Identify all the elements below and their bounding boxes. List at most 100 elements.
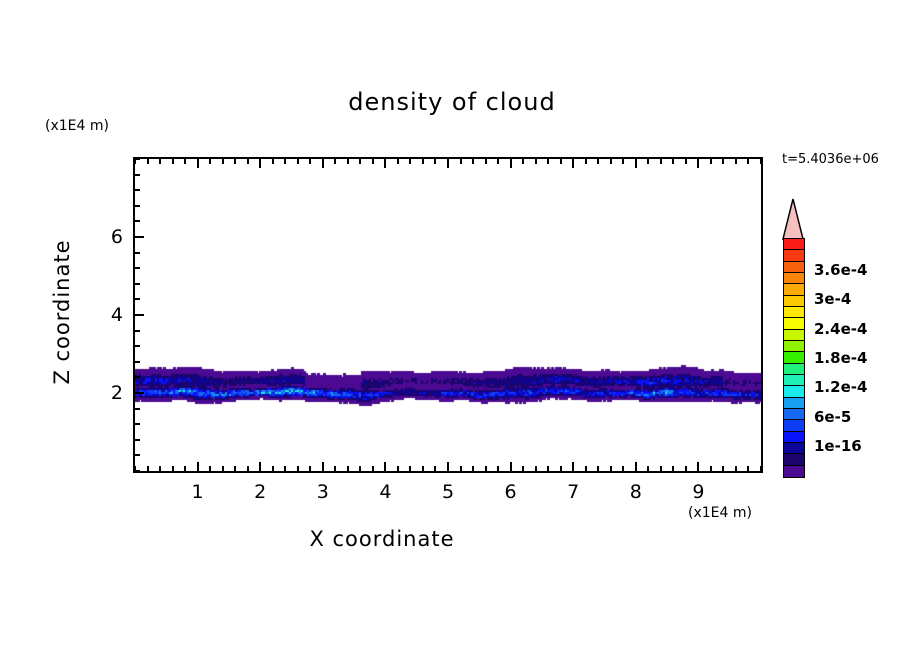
colorbar-band [784, 318, 804, 330]
colorbar-band [784, 272, 804, 285]
x-tick-top [172, 159, 174, 164]
x-tick [635, 462, 637, 471]
x-tick [747, 466, 749, 471]
x-tick-top [622, 159, 624, 164]
y-tick [135, 423, 140, 425]
x-tick [572, 462, 574, 471]
x-tick [522, 466, 524, 471]
y-tick [135, 298, 140, 300]
x-tick [134, 466, 136, 471]
x-tick-top [685, 159, 687, 164]
x-tick [159, 466, 161, 471]
colorbar-tick-label: 1.2e-4 [814, 378, 868, 397]
colorbar-band [784, 442, 804, 455]
time-annotation: t=5.4036e+06 [782, 152, 879, 167]
x-axis-unit-label: (x1E4 m) [688, 505, 752, 521]
x-tick-top [597, 159, 599, 164]
x-tick-top [147, 159, 149, 164]
x-tick-top [460, 159, 462, 164]
colorbar-band [784, 352, 804, 364]
x-tick [510, 462, 512, 471]
x-tick-top [134, 159, 136, 164]
colorbar-band [784, 397, 804, 409]
x-tick-top [322, 159, 324, 168]
x-tick [259, 462, 261, 471]
x-tick-top [222, 159, 224, 164]
x-tick-top [384, 159, 386, 168]
x-tick-top [447, 159, 449, 168]
x-tick-label: 6 [504, 481, 517, 503]
y-axis-title: Z coordinate [50, 239, 74, 385]
x-tick-top [547, 159, 549, 164]
x-tick [760, 466, 762, 471]
y-tick [135, 376, 140, 378]
colorbar-band [784, 250, 804, 262]
x-tick [297, 466, 299, 471]
x-tick [422, 466, 424, 471]
y-tick [135, 439, 140, 441]
x-tick [334, 466, 336, 471]
x-tick-top [372, 159, 374, 164]
y-tick [135, 361, 140, 363]
x-tick-top [610, 159, 612, 164]
x-tick [247, 466, 249, 471]
colorbar-over-arrow [782, 198, 804, 240]
colorbar-tick-label: 6e-5 [814, 407, 852, 426]
y-tick [135, 174, 140, 176]
x-tick-top [485, 159, 487, 164]
x-tick [322, 462, 324, 471]
colorbar-band [784, 340, 804, 353]
x-tick [547, 466, 549, 471]
x-tick [697, 462, 699, 471]
x-tick-top [522, 159, 524, 164]
x-tick [409, 466, 411, 471]
x-tick-label: 8 [629, 481, 642, 503]
x-tick [735, 466, 737, 471]
x-tick-top [359, 159, 361, 164]
x-tick-top [159, 159, 161, 164]
y-tick [135, 408, 140, 410]
x-tick-top [572, 159, 574, 168]
x-tick [685, 466, 687, 471]
y-tick [135, 236, 144, 238]
x-tick-top [647, 159, 649, 164]
x-tick [472, 466, 474, 471]
x-tick-top [510, 159, 512, 168]
x-axis-title: X coordinate [309, 527, 455, 551]
x-tick-label: 1 [191, 481, 204, 503]
x-tick [622, 466, 624, 471]
x-tick [347, 466, 349, 471]
x-tick-top [397, 159, 399, 164]
x-tick [447, 462, 449, 471]
x-tick-top [409, 159, 411, 164]
x-tick-top [735, 159, 737, 164]
y-tick [135, 454, 140, 456]
x-tick [535, 466, 537, 471]
y-tick-label: 2 [110, 382, 123, 404]
x-tick [272, 466, 274, 471]
x-tick-top [660, 159, 662, 164]
x-tick [597, 466, 599, 471]
x-tick-label: 4 [379, 481, 392, 503]
x-tick [372, 466, 374, 471]
y-tick [135, 314, 144, 316]
colorbar-band [784, 239, 804, 251]
colorbar-tick-label: 2.4e-4 [814, 319, 868, 338]
x-tick-top [184, 159, 186, 164]
x-tick-top [710, 159, 712, 164]
x-tick-top [497, 159, 499, 164]
x-tick-label: 9 [692, 481, 705, 503]
x-tick-top [760, 159, 762, 164]
y-tick [135, 189, 140, 191]
x-tick-top [585, 159, 587, 164]
colorbar-band [784, 420, 804, 432]
x-tick-top [472, 159, 474, 164]
colorbar-band [784, 465, 804, 477]
x-tick-top [697, 159, 699, 168]
x-tick-top [197, 159, 199, 168]
x-tick [647, 466, 649, 471]
colorbar-tick-label: 3.6e-4 [814, 261, 868, 280]
x-tick [147, 466, 149, 471]
colorbar-band [784, 261, 804, 273]
